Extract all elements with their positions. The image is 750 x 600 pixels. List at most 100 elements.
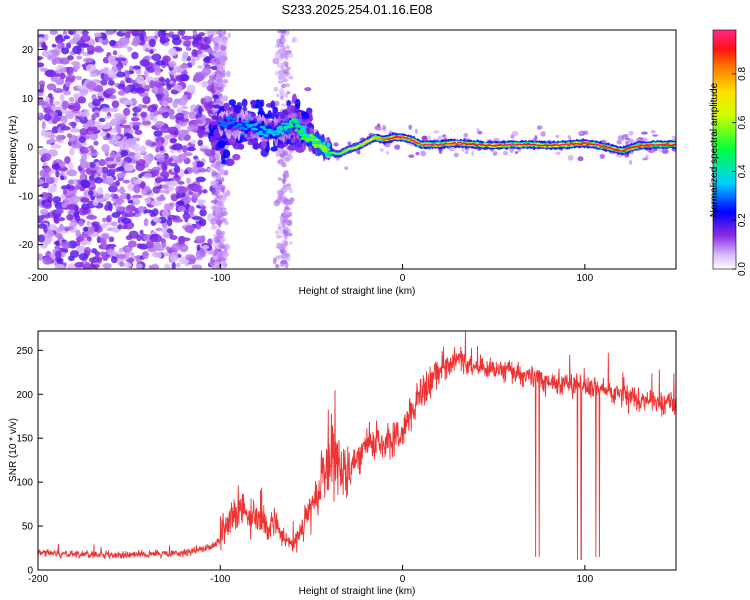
noise-blob — [232, 153, 241, 161]
ridge-mark — [227, 115, 233, 120]
noise-blob — [74, 61, 81, 70]
noise-blob — [221, 204, 225, 209]
noise-blob — [114, 140, 125, 147]
noise-blob — [222, 149, 231, 159]
colorbar-tick-label: 0.6 — [737, 115, 748, 129]
noise-blob — [282, 46, 287, 53]
noise-blob — [536, 125, 543, 130]
noise-blob — [218, 242, 224, 248]
noise-blob — [214, 261, 221, 266]
colorbar-label: Normalized spectral amplitude — [709, 82, 720, 217]
ridge-mark — [274, 133, 280, 136]
noise-blob — [122, 179, 131, 184]
ridge-mark — [430, 144, 435, 147]
noise-blob — [196, 42, 205, 51]
noise-blob — [89, 131, 98, 141]
ridge-mark — [622, 150, 626, 152]
noise-blob — [642, 157, 648, 161]
noise-blob — [453, 152, 459, 158]
ridge-mark — [412, 140, 416, 142]
noise-blob — [127, 240, 137, 248]
ridge-mark — [310, 138, 315, 141]
noise-blob — [78, 136, 87, 144]
ridge-mark — [260, 133, 266, 135]
noise-blob — [209, 135, 216, 143]
noise-blob — [394, 144, 401, 150]
noise-blob — [118, 37, 130, 46]
spectrogram-x-axis: -200 -100 0 100 — [28, 264, 594, 284]
noise-blob — [88, 256, 100, 263]
noise-blob — [79, 128, 89, 136]
noise-blob — [60, 115, 68, 124]
noise-blob — [110, 221, 118, 227]
noise-blob — [223, 30, 227, 35]
noise-blob — [43, 202, 53, 209]
noise-blob — [160, 125, 171, 134]
ridge-mark — [313, 145, 318, 149]
ridge-mark — [271, 131, 275, 135]
noise-blob — [87, 126, 98, 132]
noise-blob — [273, 86, 279, 92]
noise-blob — [61, 47, 70, 55]
noise-blob — [106, 249, 116, 256]
noise-blob — [72, 140, 77, 146]
noise-blob — [117, 224, 123, 230]
noise-blob — [282, 109, 288, 115]
noise-blob — [207, 47, 213, 55]
noise-blob — [186, 92, 192, 100]
noise-blob — [121, 124, 131, 129]
noise-blob — [38, 112, 41, 117]
noise-blob — [193, 264, 201, 269]
noise-blob — [122, 107, 131, 116]
ridge-mark — [401, 136, 405, 138]
noise-blob — [145, 139, 153, 147]
noise-blob — [38, 179, 45, 185]
noise-blob — [286, 219, 293, 227]
noise-blob — [136, 234, 142, 242]
noise-blob — [38, 88, 44, 93]
noise-blob — [203, 102, 209, 108]
noise-blob — [61, 100, 70, 109]
snr-plot-area — [38, 331, 676, 570]
noise-blob — [143, 172, 152, 179]
noise-blob — [136, 243, 143, 249]
noise-blob — [143, 209, 154, 214]
noise-blob — [134, 129, 143, 135]
noise-blob — [624, 137, 630, 141]
noise-blob — [146, 66, 156, 73]
noise-blob — [139, 59, 150, 67]
x-tick-label: 100 — [577, 273, 594, 284]
noise-blob — [92, 199, 99, 207]
noise-blob — [115, 198, 125, 205]
noise-blob — [540, 131, 546, 137]
noise-blob — [66, 133, 73, 139]
noise-blob — [137, 205, 145, 213]
noise-blob — [102, 262, 112, 269]
noise-blob — [219, 237, 227, 243]
noise-blob — [211, 50, 217, 56]
y-tick-label: -20 — [19, 240, 34, 251]
noise-blob — [117, 172, 126, 179]
noise-blob — [51, 164, 61, 170]
ridge-mark — [374, 136, 379, 138]
noise-blob — [53, 116, 62, 122]
noise-blob — [117, 83, 126, 90]
noise-blob — [135, 159, 146, 167]
y-tick-label: 0 — [27, 566, 33, 577]
noise-blob — [68, 30, 74, 35]
ridge-mark — [326, 142, 331, 149]
noise-blob — [88, 190, 94, 196]
noise-blob — [285, 45, 290, 50]
noise-blob — [567, 135, 572, 140]
ridge-mark — [316, 139, 320, 141]
noise-blob — [103, 73, 110, 82]
noise-blob — [105, 30, 115, 36]
noise-blob — [184, 195, 192, 204]
noise-blob — [203, 36, 208, 43]
noise-blob — [66, 42, 72, 49]
noise-blob — [270, 100, 276, 109]
noise-blob — [123, 163, 134, 172]
noise-blob — [166, 228, 173, 234]
noise-blob — [157, 85, 165, 95]
noise-blob — [116, 71, 126, 78]
